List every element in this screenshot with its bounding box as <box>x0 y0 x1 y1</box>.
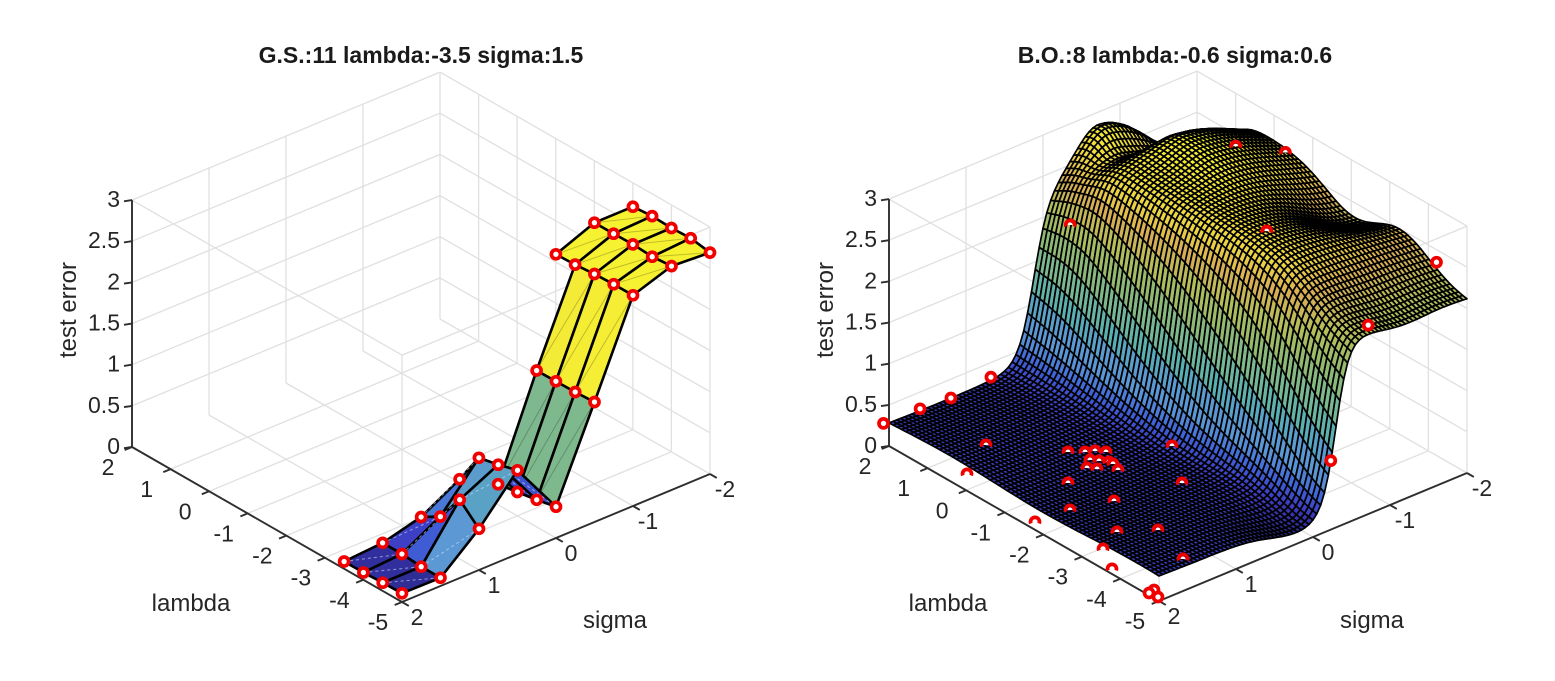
svg-text:sigma: sigma <box>1340 607 1405 634</box>
svg-text:-1: -1 <box>213 520 233 546</box>
svg-text:-1: -1 <box>638 508 658 534</box>
svg-text:-3: -3 <box>1048 564 1068 590</box>
svg-text:-4: -4 <box>1086 586 1107 612</box>
svg-text:G.S.:11 lambda:-3.5 sigma:1.5: G.S.:11 lambda:-3.5 sigma:1.5 <box>259 42 584 68</box>
svg-text:-2: -2 <box>1009 542 1029 568</box>
svg-text:0: 0 <box>107 433 120 459</box>
svg-text:2: 2 <box>102 454 115 480</box>
svg-text:test error: test error <box>55 262 82 358</box>
svg-text:0: 0 <box>565 540 578 566</box>
svg-text:0: 0 <box>936 497 949 523</box>
svg-text:-5: -5 <box>1125 608 1145 634</box>
svg-text:lambda: lambda <box>152 590 231 617</box>
svg-text:2: 2 <box>107 268 120 294</box>
svg-text:test error: test error <box>812 262 839 358</box>
svg-text:2: 2 <box>411 604 424 630</box>
svg-text:1.5: 1.5 <box>845 309 877 335</box>
svg-text:-2: -2 <box>252 543 272 569</box>
svg-text:1: 1 <box>107 351 120 377</box>
svg-text:0: 0 <box>179 498 192 524</box>
svg-text:1: 1 <box>488 572 501 598</box>
svg-text:0.5: 0.5 <box>88 392 120 418</box>
svg-text:lambda: lambda <box>909 590 988 617</box>
svg-text:1: 1 <box>1245 571 1258 597</box>
svg-text:2.5: 2.5 <box>845 226 877 252</box>
svg-text:-2: -2 <box>715 476 735 502</box>
svg-text:0: 0 <box>1322 539 1335 565</box>
svg-text:-4: -4 <box>329 587 350 613</box>
svg-text:1.5: 1.5 <box>88 310 120 336</box>
svg-text:2: 2 <box>859 453 872 479</box>
svg-text:1: 1 <box>897 475 910 501</box>
svg-text:-1: -1 <box>1395 507 1415 533</box>
svg-text:B.O.:8 lambda:-0.6 sigma:0.6: B.O.:8 lambda:-0.6 sigma:0.6 <box>1018 42 1332 68</box>
svg-text:2: 2 <box>1168 603 1181 629</box>
svg-text:3: 3 <box>864 185 877 211</box>
svg-text:-2: -2 <box>1472 475 1492 501</box>
svg-text:1: 1 <box>140 476 153 502</box>
svg-text:sigma: sigma <box>583 607 648 634</box>
svg-text:-5: -5 <box>368 609 388 635</box>
svg-text:0: 0 <box>864 432 877 458</box>
svg-text:0.5: 0.5 <box>845 391 877 417</box>
svg-text:2: 2 <box>864 267 877 293</box>
svg-text:3: 3 <box>107 186 120 212</box>
svg-text:1: 1 <box>864 350 877 376</box>
svg-text:-1: -1 <box>970 519 990 545</box>
svg-text:-3: -3 <box>291 565 311 591</box>
svg-text:2.5: 2.5 <box>88 227 120 253</box>
